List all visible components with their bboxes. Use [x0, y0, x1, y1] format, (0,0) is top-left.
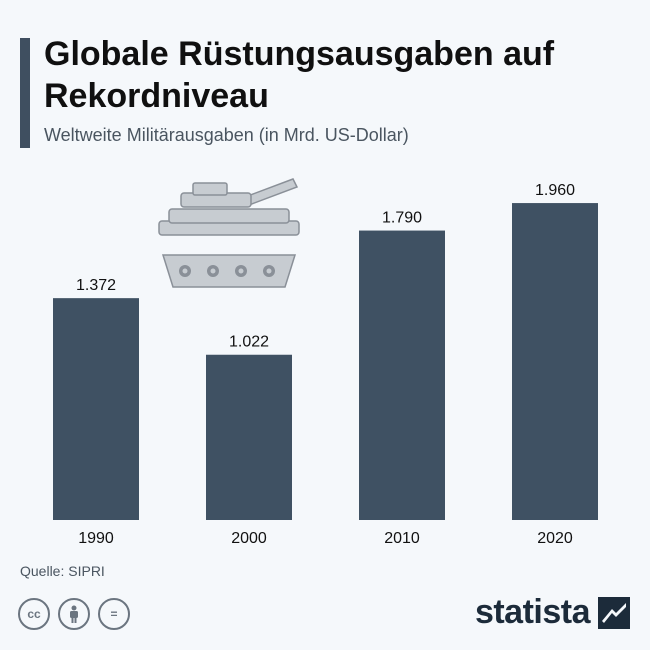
value-label-1990: 1.372 — [76, 277, 116, 294]
category-label-2020: 2020 — [537, 530, 573, 547]
category-label-1990: 1990 — [78, 530, 114, 547]
title-accent-bar — [20, 38, 30, 148]
bar-2020 — [512, 203, 598, 520]
source-note: Quelle: SIPRI — [20, 563, 105, 579]
nd-icon[interactable]: = — [98, 598, 130, 630]
by-icon[interactable] — [58, 598, 90, 630]
value-label-2020: 1.960 — [535, 182, 575, 199]
statista-logo[interactable]: statista — [475, 590, 630, 635]
chart-subtitle: Weltweite Militärausgaben (in Mrd. US-Do… — [44, 125, 409, 145]
statista-mark-icon — [598, 596, 630, 629]
cc-icon[interactable]: cc — [18, 598, 50, 630]
bar-chart: 1.372 1990 1.022 2000 1.790 2010 1.960 2020 — [53, 182, 598, 547]
bar-2010 — [359, 230, 445, 520]
value-label-2010: 1.790 — [382, 210, 422, 227]
category-label-2000: 2000 — [231, 530, 267, 547]
value-label-2000: 1.022 — [229, 334, 269, 351]
bar-1990 — [53, 298, 139, 520]
bar-2000 — [206, 354, 292, 520]
license-icons: cc = — [18, 598, 130, 630]
chart-title: Globale Rüstungsausgaben auf Rekordnivea… — [44, 35, 555, 115]
tank-icon — [158, 178, 300, 288]
category-label-2010: 2010 — [384, 530, 420, 547]
brand-name: statista — [474, 593, 591, 631]
